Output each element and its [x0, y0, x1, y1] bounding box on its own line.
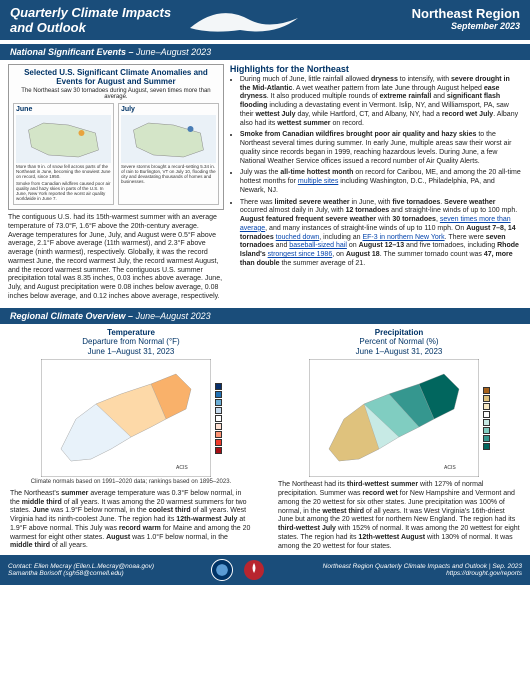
section2-title: Regional Climate Overview –: [10, 311, 133, 321]
legend-swatch: [215, 407, 222, 414]
june-map: June More than 9 in. of snow fell across…: [13, 103, 114, 205]
footer-right1: Northeast Region Quarterly Climate Impac…: [323, 563, 522, 571]
temp-h3: June 1–August 31, 2023: [10, 347, 252, 357]
contact2: Samantha Borisoff (sgh58@cornell.edu): [8, 570, 154, 578]
legend-swatch: [215, 391, 222, 398]
nidis-logo-icon: [243, 559, 265, 581]
footer: Contact: Ellen Mecray (Ellen.L.Mecray@no…: [0, 555, 530, 585]
temp-map: ACIS: [41, 359, 211, 477]
legend-swatch: [483, 411, 490, 418]
june-text2: Smoke from Canadian wildfires caused poo…: [16, 182, 111, 202]
precip-para: The Northeast had its third-wettest summ…: [278, 481, 520, 551]
july-text: Severe storms brought a record-setting 5…: [121, 165, 216, 185]
legend-swatch: [215, 431, 222, 438]
temp-h1: Temperature: [10, 328, 252, 338]
section2-sub: June–August 2023: [136, 311, 211, 321]
highlight-item: During much of June, little rainfall all…: [240, 76, 522, 129]
precip-map: ACIS: [309, 359, 479, 477]
precip-h2: Percent of Normal (%): [278, 337, 520, 347]
contact1: Contact: Ellen Mecray (Ellen.L.Mecray@no…: [8, 563, 154, 571]
footer-right: Northeast Region Quarterly Climate Impac…: [323, 563, 522, 579]
noaa-logo-icon: [211, 559, 233, 581]
events-right: Highlights for the Northeast During much…: [230, 64, 522, 302]
july-label: July: [121, 106, 216, 113]
footer-left: Contact: Ellen Mecray (Ellen.L.Mecray@no…: [8, 563, 154, 579]
anomalies-map-box: Selected U.S. Significant Climate Anomal…: [8, 64, 224, 210]
national-summary: The contiguous U.S. had its 15th-warmest…: [8, 214, 224, 302]
july-map-svg: [121, 115, 216, 163]
legend-swatch: [483, 427, 490, 434]
highlight-item: There was limited severe weather in June…: [240, 199, 522, 269]
section-bar-events: National Significant Events – June–Augus…: [0, 44, 530, 60]
temp-h2: Departure from Normal (°F): [10, 337, 252, 347]
temp-heading: Temperature Departure from Normal (°F) J…: [10, 328, 252, 357]
svg-text:ACIS: ACIS: [176, 465, 188, 471]
highlights-list: During much of June, little rainfall all…: [230, 76, 522, 269]
legend-swatch: [215, 415, 222, 422]
climate-note: Climate normals based on 1991–2020 data;…: [10, 479, 252, 486]
precip-map-wrap: ACIS: [278, 359, 520, 477]
bird-icon: [180, 8, 300, 36]
temperature-col: Temperature Departure from Normal (°F) J…: [10, 328, 252, 552]
legend-swatch: [483, 387, 490, 394]
june-label: June: [16, 106, 111, 113]
legend-swatch: [215, 439, 222, 446]
footer-right2: https://drought.gov/reports: [323, 570, 522, 578]
precip-legend: [483, 387, 490, 450]
temp-para: The Northeast's summer average temperatu…: [10, 490, 252, 551]
legend-swatch: [483, 419, 490, 426]
svg-text:ACIS: ACIS: [444, 465, 456, 471]
precip-h1: Precipitation: [278, 328, 520, 338]
highlights-head: Highlights for the Northeast: [230, 64, 522, 74]
highlight-item: July was the all-time hottest month on r…: [240, 169, 522, 195]
map-row: June More than 9 in. of snow fell across…: [13, 103, 219, 205]
june-map-svg: [16, 115, 111, 163]
legend-swatch: [215, 447, 222, 454]
legend-swatch: [483, 403, 490, 410]
footer-logos: [207, 559, 269, 581]
overview-row: Temperature Departure from Normal (°F) J…: [0, 324, 530, 556]
precip-heading: Precipitation Percent of Normal (%) June…: [278, 328, 520, 357]
legend-swatch: [215, 383, 222, 390]
map-title: Selected U.S. Significant Climate Anomal…: [13, 69, 219, 87]
events-row: Selected U.S. Significant Climate Anomal…: [0, 60, 530, 304]
legend-swatch: [215, 399, 222, 406]
section1-sub: June–August 2023: [136, 47, 211, 57]
report-date: September 2023: [412, 21, 520, 31]
header-title: Quarterly Climate Impacts and Outlook: [10, 6, 171, 36]
title-line1: Quarterly Climate Impacts: [10, 6, 171, 21]
june-text: More than 9 in. of snow fell across part…: [16, 165, 111, 180]
temp-legend: [215, 383, 222, 454]
temp-map-wrap: ACIS: [10, 359, 252, 477]
header-right: Northeast Region September 2023: [412, 6, 520, 31]
july-map: July Severe storms brought a record-sett…: [118, 103, 219, 205]
legend-swatch: [483, 395, 490, 402]
highlight-item: Smoke from Canadian wildfires brought po…: [240, 131, 522, 166]
region-name: Northeast Region: [412, 6, 520, 21]
section1-title: National Significant Events –: [10, 47, 134, 57]
header: Quarterly Climate Impacts and Outlook No…: [0, 0, 530, 40]
precip-h3: June 1–August 31, 2023: [278, 347, 520, 357]
section-bar-overview: Regional Climate Overview – June–August …: [0, 308, 530, 324]
precip-col: Precipitation Percent of Normal (%) June…: [278, 328, 520, 552]
legend-swatch: [483, 435, 490, 442]
map-sub: The Northeast saw 30 tornadoes during Au…: [13, 88, 219, 100]
events-left: Selected U.S. Significant Climate Anomal…: [8, 64, 224, 302]
legend-swatch: [483, 443, 490, 450]
title-line2: and Outlook: [10, 21, 171, 36]
legend-swatch: [215, 423, 222, 430]
